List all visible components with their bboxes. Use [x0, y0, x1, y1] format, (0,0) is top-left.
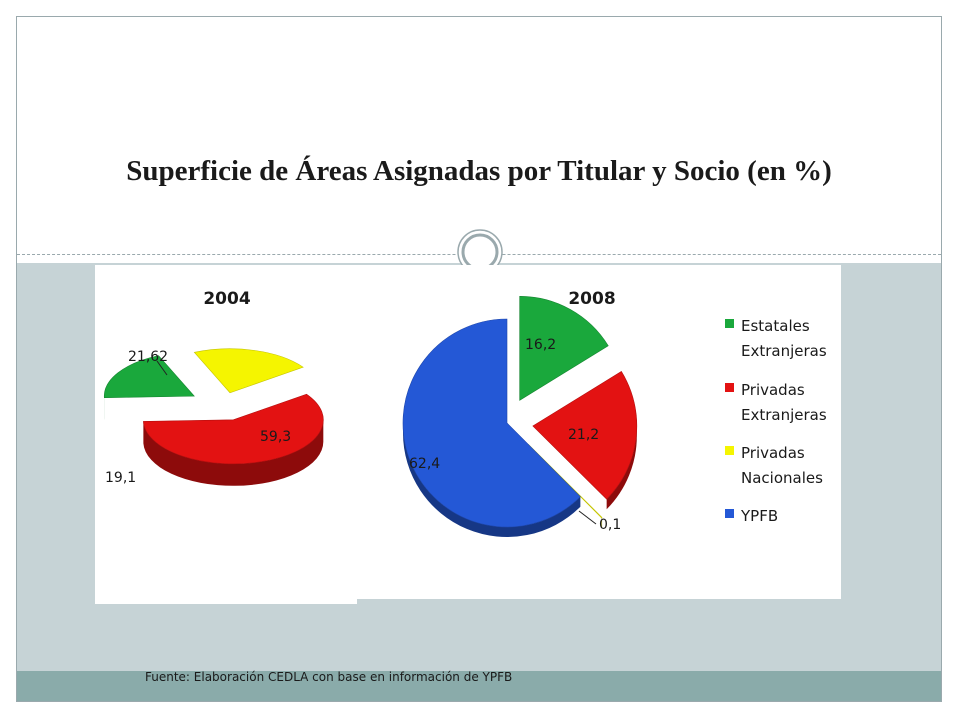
pie-slice-privadas-extranjeras [532, 371, 638, 500]
leader-line-21-62 [156, 360, 168, 376]
chart-title-2004: 2004 [203, 289, 250, 309]
pie-2004-slices [104, 348, 324, 486]
legend-label-privadas-ext-2: Extranjeras [741, 406, 827, 424]
legend-label-privadas-nac-2: Nacionales [741, 469, 823, 487]
data-label-21-2: 21,2 [568, 427, 599, 443]
data-label-19-1: 19,1 [105, 470, 136, 486]
pie-chart-2008: 2008 16,2 21,2 0,1 62,4 Estatales Extran… [402, 289, 827, 537]
chart-panel-2004: 2004 59,3 19,1 21,62 [95, 265, 357, 604]
chart-panel-2008: 2008 16,2 21,2 0,1 62,4 Estatales Extran… [357, 265, 841, 599]
pie-2008-slices [402, 296, 638, 537]
pie-slice-estatales-extranjeras [104, 355, 195, 399]
source-note: Fuente: Elaboración CEDLA con base en in… [145, 670, 513, 684]
slide-header-band [17, 17, 941, 263]
data-label-0-1: 0,1 [599, 517, 621, 533]
legend-label-privadas-nac-1: Privadas [741, 444, 805, 462]
legend-label-ypfb: YPFB [740, 507, 778, 525]
slide-footer-band [17, 671, 941, 701]
legend-label-estatales-2: Extranjeras [741, 342, 827, 360]
pie-slice-estatales-extranjeras [519, 296, 609, 401]
legend-swatch-privadas-ext [725, 383, 734, 392]
pie-slice-privadas-nacionales [193, 348, 304, 394]
data-label-16-2: 16,2 [525, 337, 556, 353]
chart-title-2008: 2008 [568, 289, 615, 309]
pie-slice-side-privadas-extranjeras [143, 419, 324, 486]
chart-legend: Estatales Extranjeras Privadas Extranjer… [725, 317, 827, 525]
slide-title: Superficie de Áreas Asignadas por Titula… [126, 155, 832, 187]
legend-label-privadas-ext-1: Privadas [741, 381, 805, 399]
leader-line-0-1 [578, 510, 597, 525]
pie-chart-2004: 2004 59,3 19,1 21,62 [104, 289, 324, 486]
data-label-62-4: 62,4 [409, 456, 440, 472]
legend-label-estatales-1: Estatales [741, 317, 810, 335]
data-label-59-3: 59,3 [260, 429, 291, 445]
pie-slice-side-privadas-extranjeras [606, 425, 637, 510]
pie-slice-ypfb [402, 318, 581, 528]
pie-slice-privadas-extranjeras [143, 393, 324, 465]
legend-swatch-privadas-nac [725, 446, 734, 455]
legend-swatch-estatales [725, 319, 734, 328]
data-label-21-62: 21,62 [128, 349, 168, 365]
legend-swatch-ypfb [725, 509, 734, 518]
